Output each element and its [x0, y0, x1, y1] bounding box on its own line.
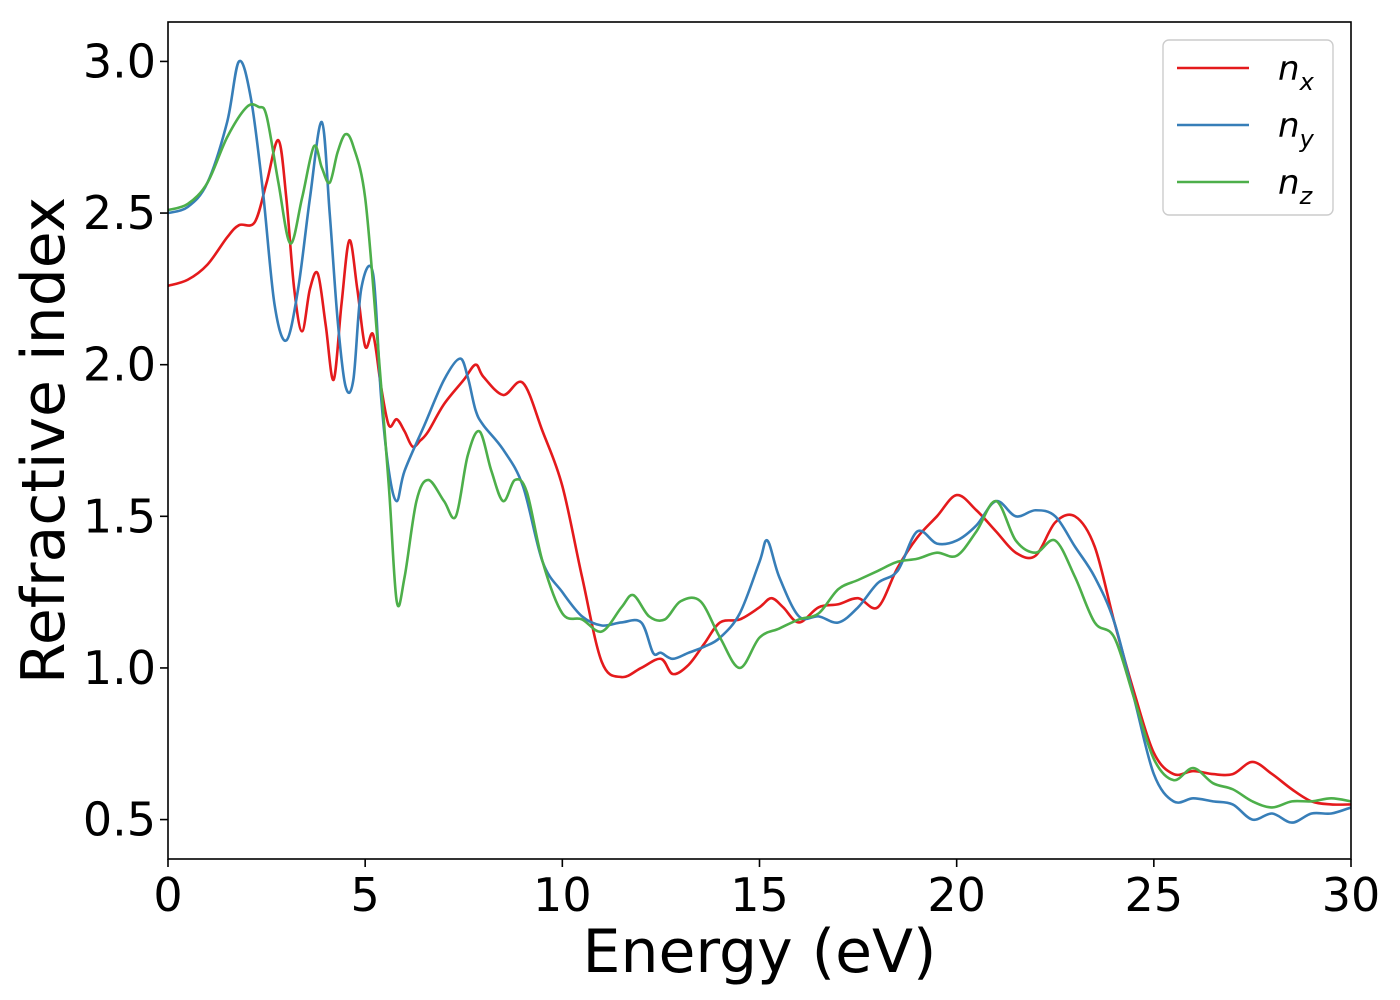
y-axis-label: Refractive index: [9, 197, 79, 684]
x-tick-label: 25: [1125, 868, 1184, 922]
x-tick-label: 10: [533, 868, 592, 922]
series-line-nx: [167, 138, 1352, 806]
legend-box: [1162, 39, 1334, 216]
x-tick-label: 15: [730, 868, 789, 922]
y-tick-label: 3.0: [83, 34, 156, 88]
x-tick-label: 20: [927, 868, 986, 922]
y-tick-label: 2.5: [83, 186, 156, 240]
y-tick-label: 0.5: [83, 793, 156, 847]
x-axis-ticks: 0 5 10 15 20 25 30: [153, 859, 1380, 922]
series-layer: [167, 59, 1352, 824]
legend-label-ny: ny: [1278, 106, 1315, 153]
x-tick-label: 0: [153, 868, 182, 922]
series-line-ny: [167, 59, 1352, 824]
y-tick-label: 1.0: [83, 641, 156, 695]
legend-label-nz: nz: [1278, 163, 1314, 210]
x-tick-label: 5: [351, 868, 380, 922]
y-tick-label: 2.0: [83, 338, 156, 392]
y-axis-ticks: 0.5 1.0 1.5 2.0 2.5 3.0: [83, 34, 168, 847]
plot-background: [168, 22, 1351, 859]
x-tick-label: 30: [1322, 868, 1381, 922]
legend-label-nx: nx: [1278, 49, 1315, 96]
series-line-nz: [167, 103, 1352, 809]
y-tick-label: 1.5: [83, 489, 156, 543]
legend: nx ny nz: [1162, 39, 1334, 216]
x-axis-label: Energy (eV): [583, 917, 937, 987]
